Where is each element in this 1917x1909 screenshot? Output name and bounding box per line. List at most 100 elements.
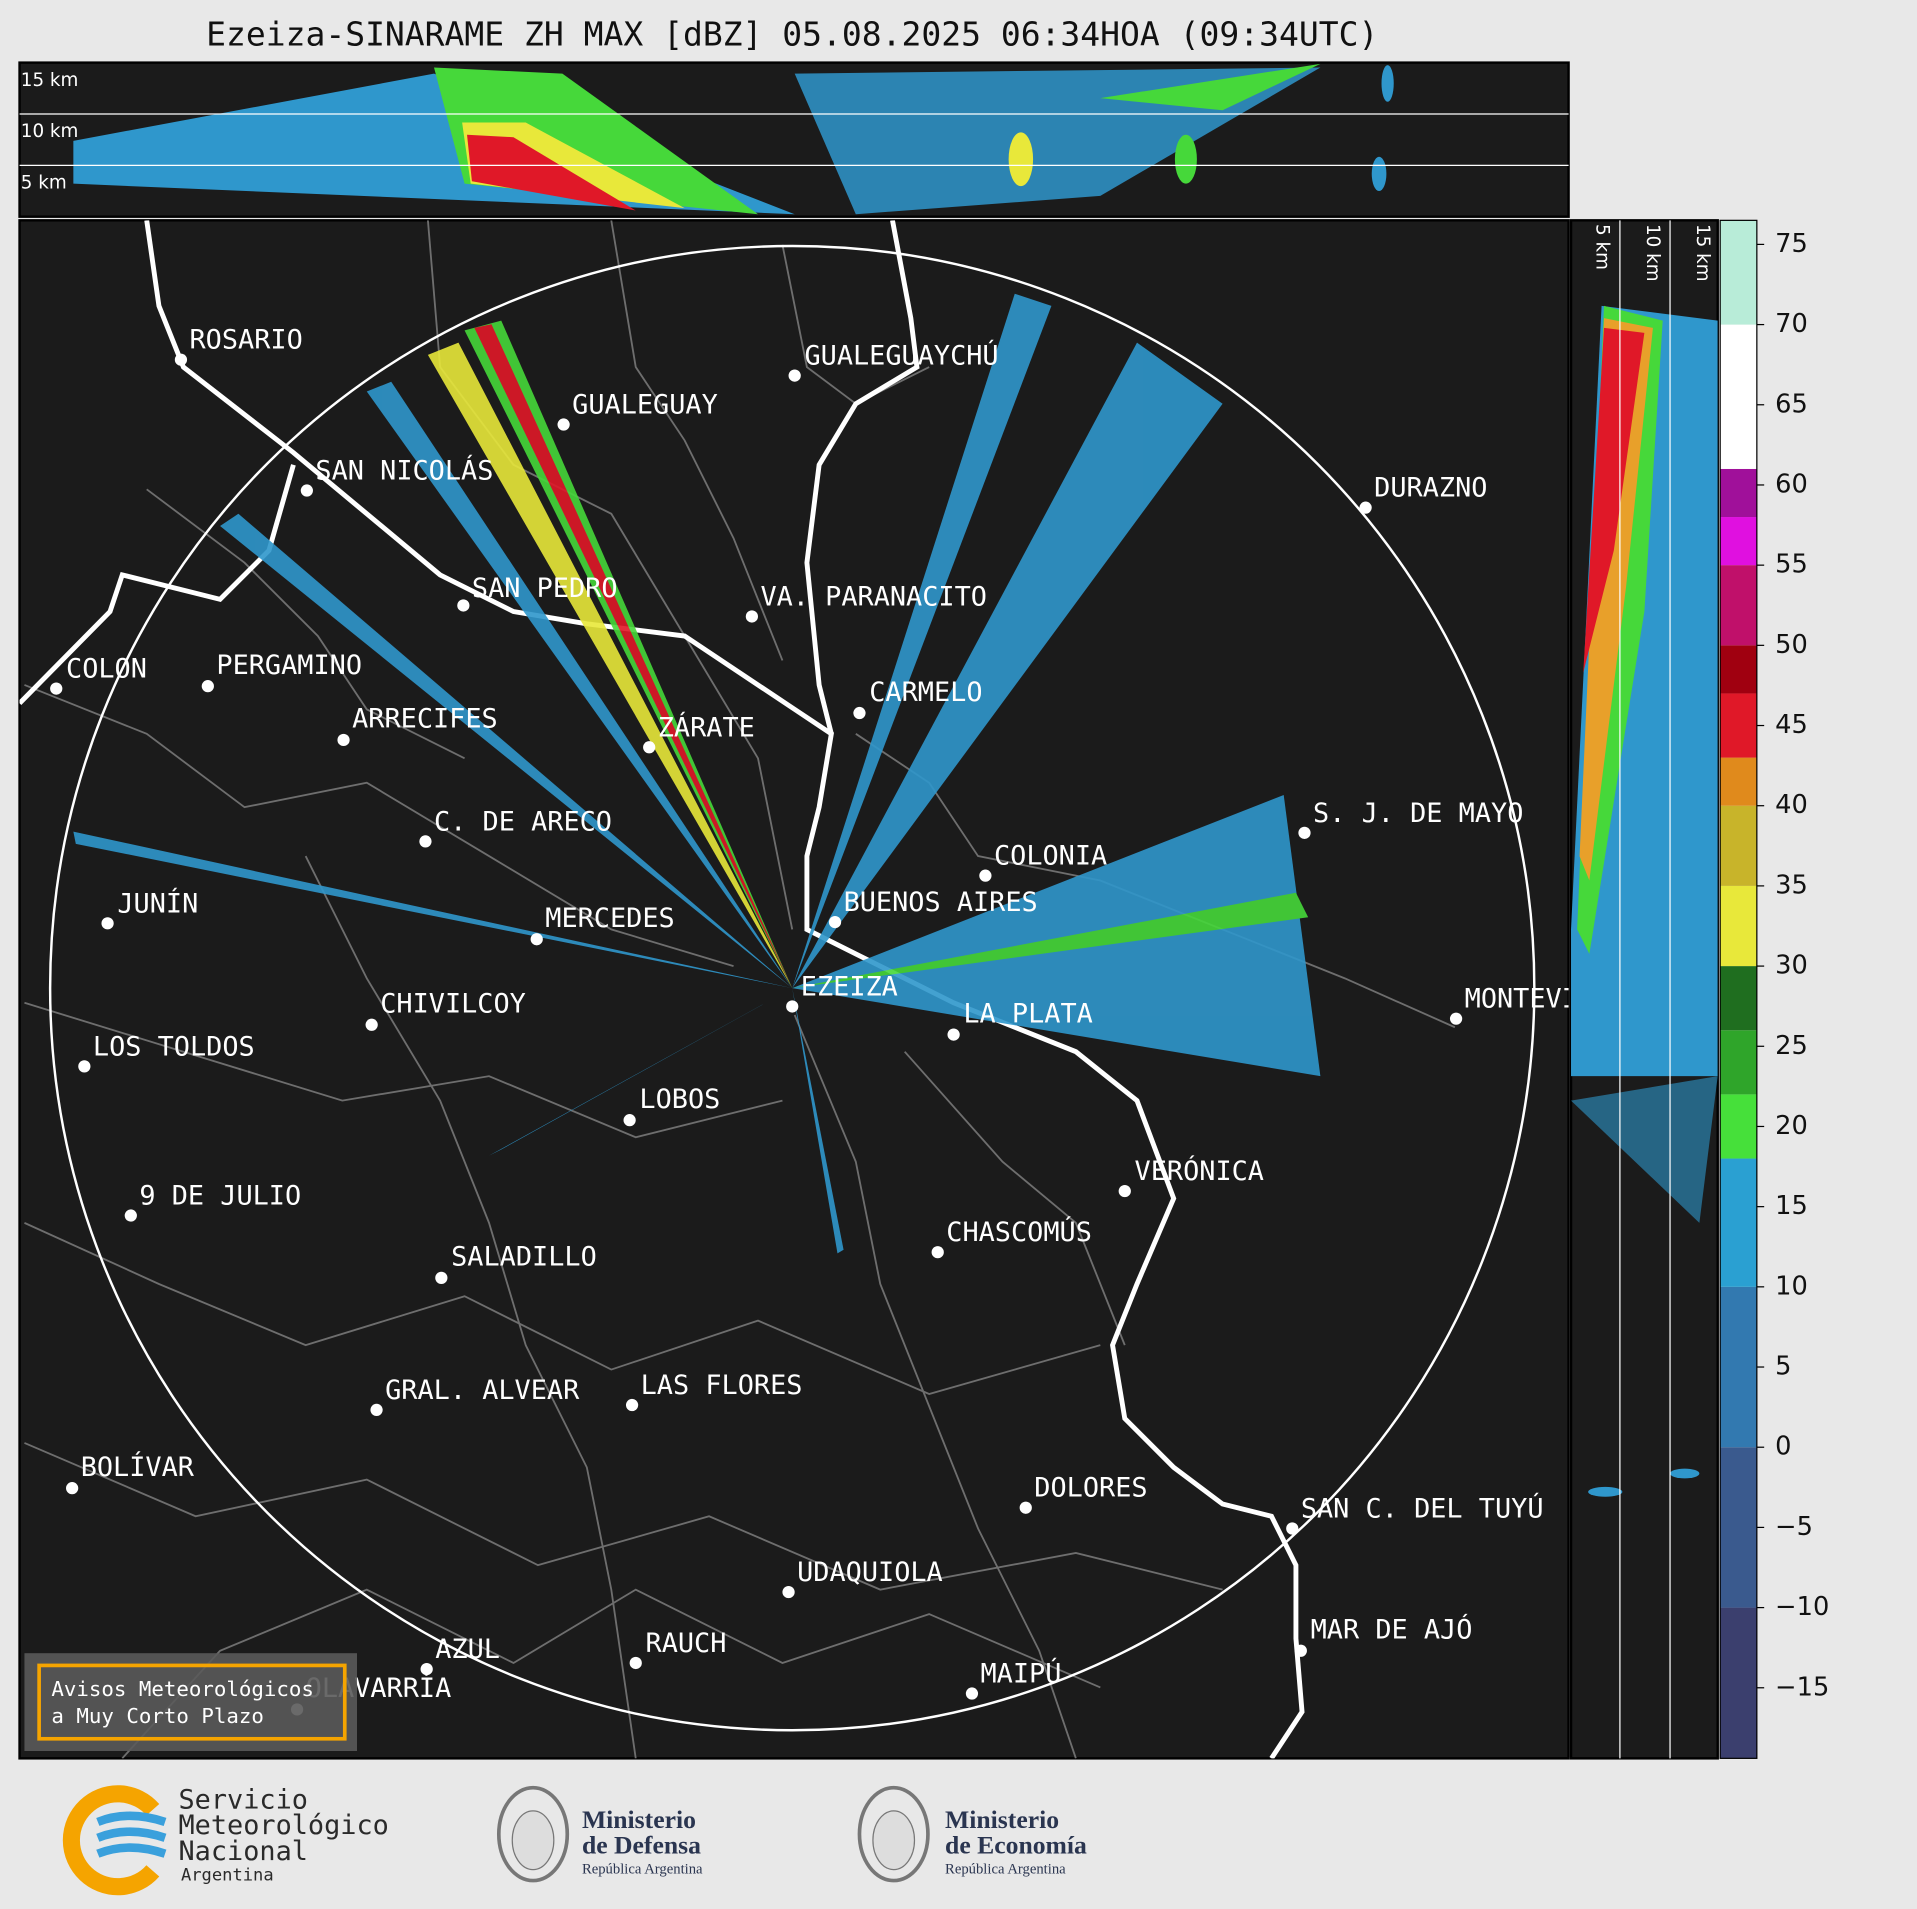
city-label: MAIPÚ (981, 1658, 1062, 1690)
city-label: PERGAMINO (216, 650, 362, 681)
color-band (1720, 757, 1757, 806)
city-dot (788, 369, 801, 382)
city-label: SALADILLO (451, 1242, 597, 1273)
city-dot (370, 1403, 383, 1417)
tick-label: 70 (1775, 309, 1808, 339)
smn-logo: Servicio Meteorológico Nacional Argentin… (62, 1784, 389, 1896)
city-dot (853, 706, 866, 720)
height-label: 15 km (21, 70, 79, 91)
city-label: DURAZNO (1374, 473, 1487, 504)
city-dot (50, 682, 63, 695)
color-band (1720, 645, 1757, 694)
economia-logo: Ministerio de Economía República Argenti… (857, 1785, 1087, 1883)
tick-label: 35 (1775, 870, 1808, 900)
city-dot (1449, 1012, 1463, 1025)
city-label: ARRECIFES (352, 704, 498, 735)
city-dot (420, 1662, 433, 1676)
logo-text: República Argentina (582, 1861, 703, 1877)
city-label: RAUCH (646, 1628, 727, 1659)
city-dot (1298, 826, 1311, 839)
city-label: GRAL. ALVEAR (385, 1375, 580, 1406)
city-dot (435, 1271, 448, 1284)
color-band (1720, 1094, 1757, 1159)
city-dot (782, 1585, 795, 1599)
color-band (1720, 1447, 1757, 1608)
color-band (1720, 468, 1757, 518)
city-label: 9 DE JULIO (139, 1181, 301, 1212)
colorbar-frame (1719, 219, 1758, 1759)
notice-text: a Muy Corto Plazo (51, 1704, 264, 1728)
side-panel: 5 km 10 km 15 km (1569, 219, 1719, 1760)
city-dot (419, 835, 432, 848)
height-label: 10 km (21, 121, 79, 142)
city-dot (557, 418, 570, 431)
city-label: ZÁRATE (658, 711, 755, 743)
city-label: CHIVILCOY (380, 989, 526, 1020)
city-label: MERCEDES (545, 903, 674, 934)
city-dot (931, 1246, 944, 1259)
city-dot (174, 353, 188, 366)
city-dot (530, 933, 543, 946)
tick-label: 10 (1775, 1271, 1808, 1301)
city-label: MAR DE AJÓ (1311, 1614, 1473, 1646)
city-label: C. DE ARECO (434, 806, 612, 837)
logo-text: República Argentina (945, 1861, 1066, 1877)
color-band (1720, 1607, 1757, 1759)
city-label: CARMELO (869, 677, 982, 708)
city-dot (643, 741, 656, 754)
footer: Servicio Meteorológico Nacional Argentin… (62, 1784, 1087, 1896)
city-label: UDAQUIOLA (797, 1557, 943, 1588)
city-label: SAN PEDRO (472, 573, 618, 604)
top-panel: 15 km 10 km 5 km (18, 61, 1570, 218)
logo-text: Servicio (178, 1784, 307, 1815)
city-dot (300, 484, 313, 497)
height-label: 10 km (1642, 224, 1663, 282)
city-dot (623, 1114, 636, 1127)
city-dot (101, 917, 114, 930)
city-dot (965, 1687, 979, 1700)
city-label: VA. PARANACITO (760, 581, 987, 612)
city-dot (365, 1018, 378, 1031)
map: ROSARIO GUALEGUAYCHÚ GUALEGUAY SAN NICOLÁS D… (18, 219, 1627, 1760)
city-label: COLON (66, 654, 147, 685)
city-dot (66, 1482, 79, 1495)
tick-label: 45 (1775, 710, 1808, 740)
colorbar: −15 −10 −5 0 5 10 15 20 25 30 35 40 45 50 55 60 65 70 75 (1719, 219, 1829, 1759)
color-band (1720, 1158, 1757, 1287)
height-label: 15 km (1692, 224, 1713, 282)
city-label: COLONIA (994, 841, 1107, 872)
city-dot (457, 599, 470, 612)
tick-label: 5 (1775, 1352, 1791, 1382)
city-dot (629, 1656, 642, 1670)
city-label: GUALEGUAYCHÚ (804, 340, 998, 372)
color-band (1720, 565, 1757, 646)
city-dot (625, 1398, 639, 1412)
city-label: BUENOS AIRES (844, 887, 1038, 918)
city-label: MONTEVIDEO (1465, 984, 1627, 1015)
city-dot (201, 680, 214, 693)
tick-label: −10 (1775, 1592, 1829, 1622)
title: Ezeiza-SINARAME ZH MAX [dBZ] 05.08.2025 … (206, 15, 1378, 54)
city-label: LA PLATA (963, 998, 1092, 1029)
city-label: AZUL (435, 1634, 500, 1665)
logo-text: Meteorológico (178, 1810, 388, 1841)
city-label: LAS FLORES (641, 1370, 803, 1401)
city-label: SAN NICOLÁS (315, 455, 493, 487)
tick-label: 40 (1775, 790, 1808, 820)
notice-box: Avisos Meteorológicos a Muy Corto Plazo (24, 1653, 357, 1752)
city-label: GUALEGUAY (572, 390, 718, 421)
city-label: BOLÍVAR (81, 1451, 195, 1483)
color-band (1720, 220, 1757, 325)
city-label: S. J. DE MAYO (1313, 798, 1523, 829)
city-dot (78, 1060, 91, 1073)
tick-label: 60 (1775, 469, 1808, 499)
tick-label: 30 (1775, 951, 1808, 981)
tick-label: 65 (1775, 389, 1808, 419)
logo-text: Ministerio (582, 1805, 696, 1834)
defensa-logo: Ministerio de Defensa República Argentin… (496, 1785, 703, 1883)
tick-label: 0 (1775, 1432, 1791, 1462)
city-label: ROSARIO (189, 325, 302, 356)
color-band (1720, 1030, 1757, 1095)
tick-label: 55 (1775, 550, 1808, 580)
